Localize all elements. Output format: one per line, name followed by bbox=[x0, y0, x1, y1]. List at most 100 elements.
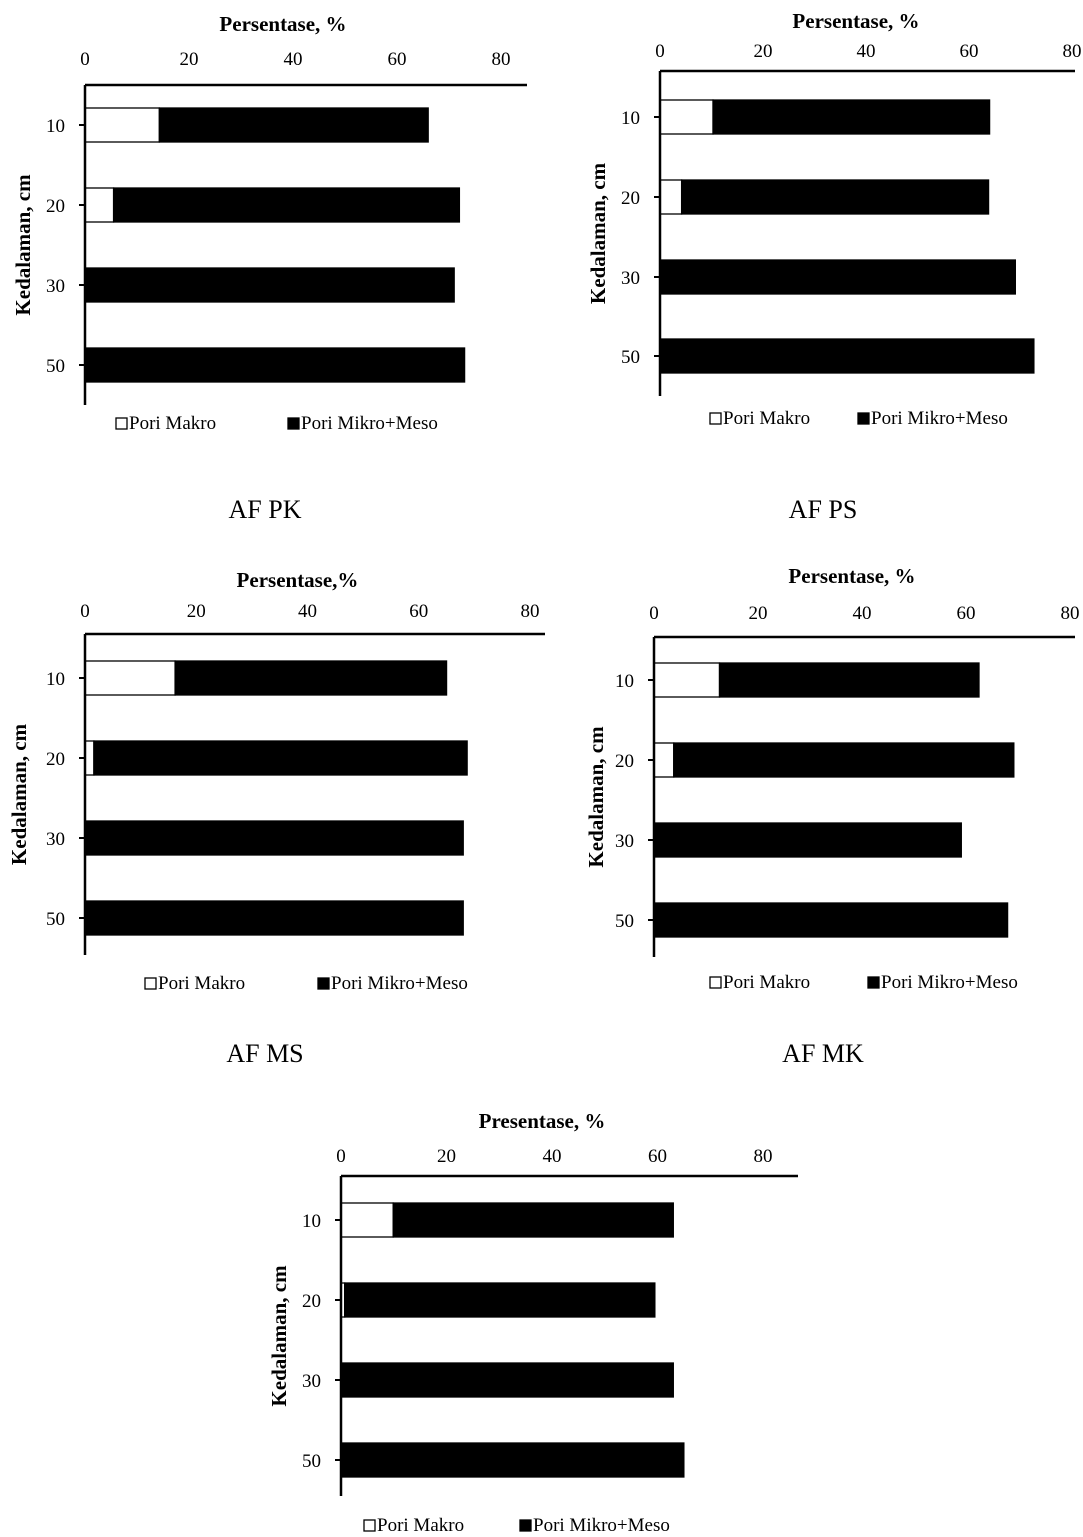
bar-segment-pori-mikro-meso bbox=[712, 99, 991, 135]
x-tick-label: 20 bbox=[187, 601, 206, 622]
x-tick-label: 40 bbox=[857, 41, 876, 62]
x-tick-label: 80 bbox=[754, 1146, 773, 1167]
y-tick-label: 10 bbox=[46, 116, 65, 137]
legend-swatch-pori-makro bbox=[709, 412, 722, 425]
x-tick-label: 60 bbox=[957, 603, 976, 624]
x-tick-label: 60 bbox=[409, 601, 428, 622]
y-tick-label: 50 bbox=[46, 356, 65, 377]
y-tick-label: 10 bbox=[615, 671, 634, 692]
legend-label-pori-makro: Pori Makro bbox=[723, 408, 810, 429]
x-tick-label: 20 bbox=[437, 1146, 456, 1167]
panel-caption: AF MK bbox=[782, 1039, 864, 1068]
y-tick-label: 20 bbox=[46, 196, 65, 217]
x-tick-label: 40 bbox=[853, 603, 872, 624]
legend-label-pori-mikro-meso: Pori Mikro+Meso bbox=[871, 408, 1008, 429]
bar-segment-pori-mikro-meso bbox=[174, 660, 448, 696]
x-tick-label: 40 bbox=[284, 49, 303, 70]
bar-segment-pori-makro bbox=[653, 742, 675, 778]
bar-segment-pori-makro bbox=[84, 660, 176, 696]
x-tick-label: 20 bbox=[754, 41, 773, 62]
bar-segment-pori-mikro-meso bbox=[659, 259, 1017, 295]
chart-panel-4: Persentase, % 0 20 40 60 80 Kedalaman, cm 10 20 3… bbox=[584, 564, 1080, 1068]
bar-segment-pori-makro bbox=[84, 187, 115, 223]
y-tick-label: 10 bbox=[302, 1211, 321, 1232]
x-axis-title: Persentase,% bbox=[237, 568, 359, 592]
legend-label-pori-makro: Pori Makro bbox=[377, 1515, 464, 1536]
bar-segment-pori-makro bbox=[659, 179, 683, 215]
legend: Pori Makro Pori Mikro+Meso bbox=[709, 408, 1008, 429]
y-tick-label: 10 bbox=[46, 669, 65, 690]
x-tick-label: 80 bbox=[1061, 603, 1080, 624]
legend: Pori Makro Pori Mikro+Meso bbox=[115, 413, 438, 434]
x-tick-label: 60 bbox=[960, 41, 979, 62]
y-axis-title: Kedalaman, cm bbox=[586, 162, 610, 304]
x-tick-label: 80 bbox=[1063, 41, 1082, 62]
legend-label-pori-mikro-meso: Pori Mikro+Meso bbox=[881, 972, 1018, 993]
legend: Pori Makro Pori Mikro+Meso bbox=[144, 973, 468, 994]
legend-label-pori-makro: Pori Makro bbox=[129, 413, 216, 434]
chart-panel-1: Persentase, % 0 20 40 60 80 Kedalaman, cm 10 20 3… bbox=[11, 12, 527, 524]
x-tick-label: 0 bbox=[80, 601, 90, 622]
legend-swatch-pori-mikro-meso bbox=[519, 1519, 532, 1532]
bar-segment-pori-makro bbox=[84, 740, 95, 776]
legend-swatch-pori-makro bbox=[709, 976, 722, 989]
bar-segment-pori-mikro-meso bbox=[112, 187, 461, 223]
bar-segment-pori-mikro-meso bbox=[653, 822, 962, 858]
legend-swatch-pori-mikro-meso bbox=[287, 417, 300, 430]
x-axis-title: Persentase, % bbox=[792, 9, 919, 33]
legend-label-pori-makro: Pori Makro bbox=[723, 972, 810, 993]
x-tick-label: 60 bbox=[648, 1146, 667, 1167]
legend: Pori Makro Pori Mikro+Meso bbox=[363, 1515, 670, 1536]
bar-segment-pori-makro bbox=[340, 1202, 394, 1238]
y-tick-label: 30 bbox=[46, 276, 65, 297]
bar-segment-pori-mikro-meso bbox=[344, 1282, 656, 1318]
bar-segment-pori-mikro-meso bbox=[718, 662, 980, 698]
panel-caption: AF PK bbox=[229, 495, 302, 524]
bar-segment-pori-makro bbox=[84, 107, 161, 143]
bar-segment-pori-makro bbox=[659, 99, 714, 135]
chart-panel-5: Presentase, % 0 20 40 60 80 Kedalaman, cm 10 20 3… bbox=[267, 1109, 798, 1536]
x-tick-label: 80 bbox=[492, 49, 511, 70]
bar-segment-pori-mikro-meso bbox=[653, 902, 1009, 938]
bar-segment-pori-mikro-meso bbox=[392, 1202, 674, 1238]
legend-swatch-pori-mikro-meso bbox=[867, 976, 880, 989]
x-tick-label: 80 bbox=[521, 601, 540, 622]
y-tick-label: 30 bbox=[46, 829, 65, 850]
x-tick-label: 20 bbox=[749, 603, 768, 624]
y-tick-label: 20 bbox=[615, 751, 634, 772]
y-axis-title: Kedalaman, cm bbox=[11, 174, 35, 316]
legend-label-pori-mikro-meso: Pori Mikro+Meso bbox=[331, 973, 468, 994]
bar-segment-pori-makro bbox=[653, 662, 721, 698]
legend-swatch-pori-makro bbox=[363, 1519, 376, 1532]
bar-segment-pori-mikro-meso bbox=[93, 740, 468, 776]
y-tick-label: 20 bbox=[621, 188, 640, 209]
x-tick-label: 0 bbox=[336, 1146, 346, 1167]
y-tick-label: 50 bbox=[46, 909, 65, 930]
bar-segment-pori-mikro-meso bbox=[673, 742, 1015, 778]
y-tick-label: 50 bbox=[621, 347, 640, 368]
bar-segment-pori-mikro-meso bbox=[84, 820, 464, 856]
x-axis-title: Persentase, % bbox=[219, 12, 346, 36]
x-tick-label: 60 bbox=[388, 49, 407, 70]
y-tick-label: 20 bbox=[302, 1291, 321, 1312]
x-tick-label: 0 bbox=[649, 603, 659, 624]
chart-panel-2: Persentase, % 0 20 40 60 80 Kedalaman, cm 10 20 3… bbox=[586, 9, 1082, 524]
x-tick-label: 0 bbox=[655, 41, 665, 62]
y-tick-label: 20 bbox=[46, 749, 65, 770]
panel-caption: AF PS bbox=[789, 495, 858, 524]
legend-label-pori-mikro-meso: Pori Mikro+Meso bbox=[533, 1515, 670, 1536]
y-axis-title: Kedalaman, cm bbox=[7, 723, 31, 865]
y-tick-label: 30 bbox=[621, 268, 640, 289]
legend-label-pori-makro: Pori Makro bbox=[158, 973, 245, 994]
bar-segment-pori-mikro-meso bbox=[158, 107, 429, 143]
y-axis-title: Kedalaman, cm bbox=[584, 726, 608, 868]
bar-segment-pori-mikro-meso bbox=[340, 1362, 674, 1398]
x-tick-label: 40 bbox=[543, 1146, 562, 1167]
x-tick-label: 20 bbox=[180, 49, 199, 70]
bar-segment-pori-mikro-meso bbox=[659, 338, 1035, 374]
bar-segment-pori-mikro-meso bbox=[84, 347, 466, 383]
y-tick-label: 30 bbox=[302, 1371, 321, 1392]
y-tick-label: 50 bbox=[615, 911, 634, 932]
chart-panel-3: Persentase,% 0 20 40 60 80 Kedalaman, cm 10 20 30… bbox=[7, 568, 545, 1068]
